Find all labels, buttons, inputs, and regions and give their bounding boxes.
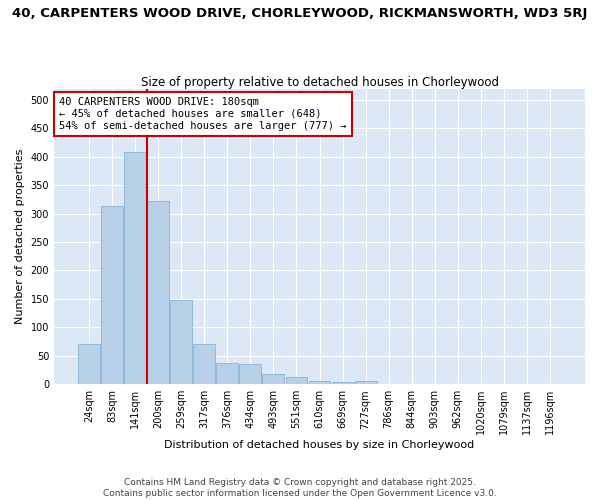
Bar — [286, 378, 307, 384]
Bar — [78, 344, 100, 384]
Text: 40, CARPENTERS WOOD DRIVE, CHORLEYWOOD, RICKMANSWORTH, WD3 5RJ: 40, CARPENTERS WOOD DRIVE, CHORLEYWOOD, … — [13, 8, 587, 20]
Text: 40 CARPENTERS WOOD DRIVE: 180sqm
← 45% of detached houses are smaller (648)
54% : 40 CARPENTERS WOOD DRIVE: 180sqm ← 45% o… — [59, 98, 347, 130]
Bar — [355, 382, 377, 384]
Bar — [124, 152, 146, 384]
Bar — [193, 344, 215, 384]
Bar — [170, 300, 192, 384]
Bar — [101, 206, 123, 384]
Text: Contains HM Land Registry data © Crown copyright and database right 2025.
Contai: Contains HM Land Registry data © Crown c… — [103, 478, 497, 498]
Bar — [332, 382, 353, 384]
Y-axis label: Number of detached properties: Number of detached properties — [15, 148, 25, 324]
Bar — [308, 381, 331, 384]
Bar — [239, 364, 262, 384]
Title: Size of property relative to detached houses in Chorleywood: Size of property relative to detached ho… — [140, 76, 499, 88]
Bar — [217, 363, 238, 384]
Bar — [147, 201, 169, 384]
Bar — [262, 374, 284, 384]
X-axis label: Distribution of detached houses by size in Chorleywood: Distribution of detached houses by size … — [164, 440, 475, 450]
